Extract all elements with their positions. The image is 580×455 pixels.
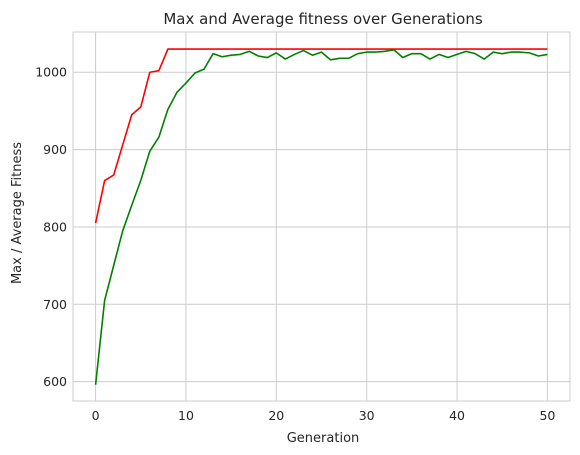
x-tick-label: 30 <box>359 408 375 423</box>
y-tick-label: 1000 <box>35 65 67 80</box>
y-tick-label: 900 <box>43 142 67 157</box>
grid <box>73 32 570 401</box>
x-tick-label: 0 <box>92 408 100 423</box>
y-tick-label: 800 <box>43 219 67 234</box>
series-lines <box>94 48 548 385</box>
average-fitness-line <box>94 48 548 385</box>
plot-area <box>72 31 571 402</box>
y-tick-label: 700 <box>43 297 67 312</box>
x-tick-label: 10 <box>178 408 194 423</box>
y-tick-labels: 600 700 800 900 1000 <box>35 65 67 389</box>
x-tick-labels: 0 10 20 30 40 50 <box>92 408 556 423</box>
y-tick-label: 600 <box>43 374 67 389</box>
x-tick-label: 40 <box>449 408 465 423</box>
x-axis-label: Generation <box>287 431 360 446</box>
x-tick-label: 20 <box>268 408 284 423</box>
chart-title: Max and Average fitness over Generations <box>163 10 482 28</box>
x-tick-label: 50 <box>539 408 555 423</box>
max-fitness-line <box>94 48 548 224</box>
y-axis-label: Max / Average Fitness <box>10 142 25 284</box>
